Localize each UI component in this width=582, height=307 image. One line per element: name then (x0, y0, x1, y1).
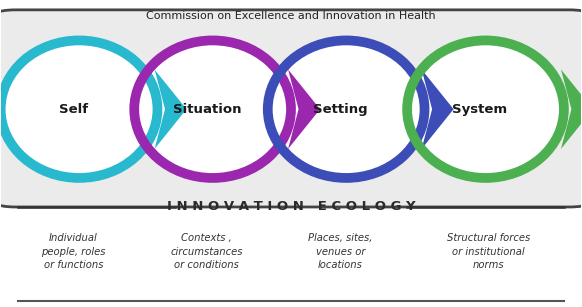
Ellipse shape (268, 41, 424, 178)
Text: Situation: Situation (172, 103, 241, 116)
Text: Self: Self (59, 103, 88, 116)
Polygon shape (155, 69, 186, 149)
Polygon shape (288, 69, 320, 149)
Text: Contexts ,
circumstances
or conditions: Contexts , circumstances or conditions (171, 233, 243, 270)
Text: Commission on Excellence and Innovation in Health: Commission on Excellence and Innovation … (146, 11, 436, 21)
Ellipse shape (1, 41, 158, 178)
Text: Individual
people, roles
or functions: Individual people, roles or functions (41, 233, 105, 270)
Polygon shape (561, 69, 582, 149)
FancyBboxPatch shape (0, 10, 582, 207)
Text: Places, sites,
venues or
locations: Places, sites, venues or locations (308, 233, 372, 270)
Text: System: System (452, 103, 508, 116)
Ellipse shape (407, 41, 564, 178)
Ellipse shape (134, 41, 291, 178)
Text: I N N O V A T I O N   E C O L O G Y: I N N O V A T I O N E C O L O G Y (166, 200, 416, 213)
Text: Setting: Setting (313, 103, 368, 116)
Text: Structural forces
or institutional
norms: Structural forces or institutional norms (447, 233, 530, 270)
Polygon shape (421, 69, 453, 149)
